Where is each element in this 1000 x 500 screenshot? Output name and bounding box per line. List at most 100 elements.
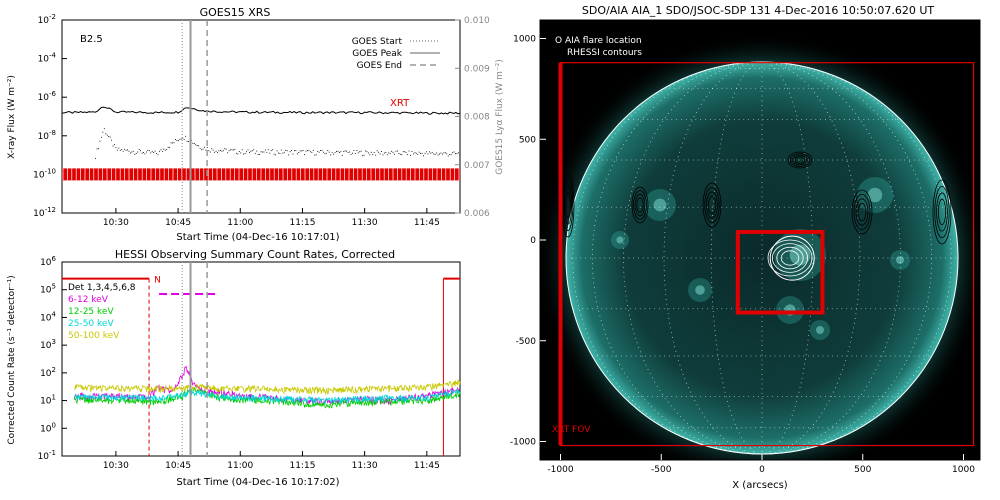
aia-title: SDO/AIA AIA_1 SDO/JSOC-SDP 131 4-Dec-201… <box>582 4 934 17</box>
goes-short-point <box>395 150 397 152</box>
goes-short-point <box>439 153 440 155</box>
goes-short-point <box>455 153 456 155</box>
goes-short-point <box>388 152 390 154</box>
goes-short-point <box>412 153 414 155</box>
active-region-core <box>867 187 883 203</box>
rhessi-contour <box>767 239 813 277</box>
goes-short-point <box>383 152 385 154</box>
goes-x-tick-label: 11:30 <box>352 218 378 228</box>
rhessi-contour <box>631 186 649 224</box>
goes-short-point <box>314 154 316 156</box>
rhessi-contour <box>857 202 867 222</box>
rhessi-contour <box>776 246 804 270</box>
aia-ticks: -1000 -500 0 500 1000 1000 500 0 -500 -1000 <box>510 35 975 476</box>
hessi-series-line <box>74 378 461 396</box>
goes-short-point <box>235 152 237 154</box>
goes-short-point <box>452 152 454 154</box>
heliographic-grid <box>566 61 958 455</box>
goes-short-point <box>124 148 126 150</box>
hessi-y-title: Corrected Count Rate (s⁻¹ detector⁻¹) <box>7 275 17 444</box>
aia-legend-flare-location: O AIA flare location <box>555 36 642 46</box>
goes-short-point <box>453 151 455 153</box>
goes-x-tick-label: 11:45 <box>414 218 440 228</box>
goes-short-point <box>298 151 300 153</box>
hessi-event-markers <box>181 262 208 456</box>
goes-short-point <box>270 150 272 152</box>
goes-short-point <box>198 145 200 147</box>
goes-short-point <box>151 151 153 153</box>
goes-title: GOES15 XRS <box>200 6 271 19</box>
aia-y-tick-label: 500 <box>519 135 536 145</box>
hessi-y-tick-label: 100 <box>40 421 56 434</box>
goes-short-point <box>277 152 279 154</box>
goes-short-point <box>378 151 380 153</box>
rhessi-contour <box>780 250 800 266</box>
goes-short-point <box>320 150 321 151</box>
goes-short-point <box>286 150 288 152</box>
goes-y2-tick-label: 0.007 <box>464 161 490 171</box>
goes-short-point <box>386 154 388 156</box>
goes-short-point <box>108 136 110 137</box>
goes-short-point <box>459 154 461 156</box>
goes-short-point <box>99 140 101 142</box>
goes-y-title-left: X-ray Flux (W m⁻²) <box>7 75 17 159</box>
goes-short-point <box>273 153 275 155</box>
goes-short-point <box>247 149 249 151</box>
hessi-x-tick-label: 11:00 <box>227 461 253 471</box>
goes-short-point <box>362 155 364 157</box>
hessi-legend-entry: 50-100 keV <box>68 331 120 341</box>
goes-short-point <box>201 149 202 151</box>
goes-short-point <box>127 149 128 151</box>
goes-short-point <box>233 149 234 151</box>
rhessi-contour <box>564 185 573 225</box>
goes-short-point <box>172 142 173 144</box>
goes-short-point <box>318 151 320 153</box>
goes-short-point <box>296 153 298 155</box>
goes-short-point <box>304 154 306 156</box>
goes-short-point <box>344 150 346 152</box>
goes-short-point <box>179 138 181 140</box>
rhessi-contour <box>565 191 571 219</box>
goes-short-point <box>299 150 301 152</box>
goes-series <box>61 106 461 159</box>
goes-short-point <box>354 153 356 154</box>
goes-short-point <box>301 150 303 152</box>
goes-short-point <box>359 151 361 153</box>
grid-longitude <box>761 61 901 455</box>
aia-x-title: X (arcsecs) <box>732 480 788 491</box>
active-region-glow <box>688 278 712 302</box>
goes-short-point <box>433 153 435 155</box>
goes-short-point <box>279 153 281 155</box>
hessi-series-line <box>74 386 461 409</box>
hessi-legend-entry: 6-12 keV <box>68 295 109 305</box>
goes-short-point <box>164 149 166 151</box>
goes-short-point <box>414 152 416 154</box>
active-region-glow <box>890 250 910 270</box>
goes-short-point <box>150 152 152 154</box>
goes-short-point <box>328 151 330 153</box>
goes-short-point <box>196 145 198 147</box>
goes-short-point <box>237 153 239 155</box>
goes-short-point <box>346 150 348 152</box>
goes-short-point <box>457 152 459 154</box>
goes-short-point <box>307 150 308 152</box>
hessi-y-tick-label: 102 <box>40 366 56 379</box>
goes-short-point <box>338 152 340 153</box>
goes-y-tick-label: 10-10 <box>33 167 56 180</box>
goes-short-point <box>431 151 433 153</box>
aia-x-tick-label: 0 <box>759 465 765 475</box>
rhessi-contour <box>706 191 718 219</box>
goes-short-point <box>225 148 227 150</box>
hessi-legend-title: Det 1,3,4,5,6,8 <box>68 283 136 293</box>
goes-x-tick-label: 11:15 <box>289 218 315 228</box>
goes-short-point <box>103 128 105 130</box>
rhessi-contour <box>772 243 809 273</box>
grid-longitude <box>761 61 952 455</box>
rhessi-contour <box>853 193 871 230</box>
active-region-glow <box>776 296 804 324</box>
goes-short-point <box>441 153 443 155</box>
hessi-legend-entry: 25-50 keV <box>68 319 114 329</box>
goes-short-point <box>121 149 123 150</box>
active-region-core <box>653 198 667 212</box>
goes-short-point <box>205 149 207 151</box>
